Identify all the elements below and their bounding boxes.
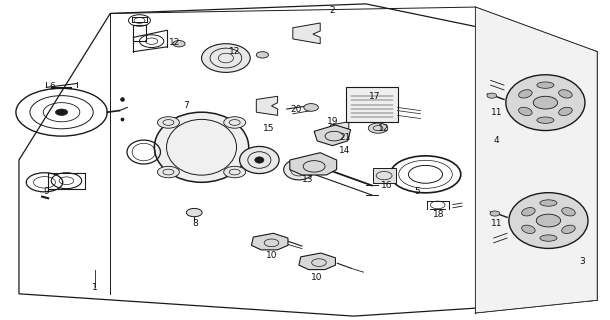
Ellipse shape xyxy=(518,90,532,98)
Text: 15: 15 xyxy=(263,124,274,132)
Text: 10: 10 xyxy=(312,273,323,282)
Ellipse shape xyxy=(537,82,554,88)
Text: 12: 12 xyxy=(168,38,180,47)
Text: 18: 18 xyxy=(433,210,445,219)
Ellipse shape xyxy=(284,159,314,180)
Ellipse shape xyxy=(255,157,264,163)
Circle shape xyxy=(224,117,246,128)
Text: 13: 13 xyxy=(303,175,314,184)
Text: 17: 17 xyxy=(369,92,381,101)
Polygon shape xyxy=(299,253,336,270)
Ellipse shape xyxy=(201,44,250,72)
Ellipse shape xyxy=(540,235,557,241)
Ellipse shape xyxy=(154,112,249,182)
Text: 9: 9 xyxy=(43,188,49,196)
Ellipse shape xyxy=(506,75,585,131)
Text: 1: 1 xyxy=(92,283,98,292)
Ellipse shape xyxy=(509,193,588,248)
Ellipse shape xyxy=(540,200,557,206)
Circle shape xyxy=(536,214,561,227)
Polygon shape xyxy=(293,23,320,44)
Circle shape xyxy=(304,104,318,111)
Text: 10: 10 xyxy=(266,251,278,260)
Text: 8: 8 xyxy=(193,219,198,228)
Ellipse shape xyxy=(562,225,575,234)
Text: 19: 19 xyxy=(326,117,338,126)
Text: 2: 2 xyxy=(329,6,336,15)
Text: 7: 7 xyxy=(184,101,189,110)
Text: 14: 14 xyxy=(339,146,350,155)
Circle shape xyxy=(490,211,500,216)
Text: 11: 11 xyxy=(491,219,503,228)
Ellipse shape xyxy=(562,208,575,216)
Ellipse shape xyxy=(522,225,535,234)
Text: 20: 20 xyxy=(290,105,301,114)
Polygon shape xyxy=(251,233,288,250)
Circle shape xyxy=(256,52,268,58)
Polygon shape xyxy=(256,96,278,116)
Text: 12: 12 xyxy=(378,124,390,132)
Circle shape xyxy=(157,117,179,128)
Text: 6: 6 xyxy=(49,82,56,91)
Bar xyxy=(373,168,396,183)
Text: 16: 16 xyxy=(381,181,393,190)
Text: 11: 11 xyxy=(491,108,503,117)
Circle shape xyxy=(173,41,185,47)
Circle shape xyxy=(533,96,558,109)
Circle shape xyxy=(368,123,388,133)
Ellipse shape xyxy=(559,107,572,116)
Circle shape xyxy=(56,109,68,116)
Circle shape xyxy=(487,93,497,98)
Text: 4: 4 xyxy=(494,136,500,145)
Ellipse shape xyxy=(522,208,535,216)
Polygon shape xyxy=(331,122,349,139)
Ellipse shape xyxy=(537,117,554,123)
Text: 12: 12 xyxy=(229,47,241,56)
Text: 3: 3 xyxy=(579,258,585,267)
Polygon shape xyxy=(314,125,351,146)
Circle shape xyxy=(224,166,246,178)
Bar xyxy=(346,87,398,122)
Polygon shape xyxy=(290,153,337,175)
Text: 21: 21 xyxy=(339,133,350,142)
Circle shape xyxy=(186,208,202,217)
Ellipse shape xyxy=(240,147,279,173)
Text: 5: 5 xyxy=(415,188,420,196)
Polygon shape xyxy=(475,7,597,313)
Ellipse shape xyxy=(559,90,572,98)
Circle shape xyxy=(157,166,179,178)
Ellipse shape xyxy=(518,107,532,116)
